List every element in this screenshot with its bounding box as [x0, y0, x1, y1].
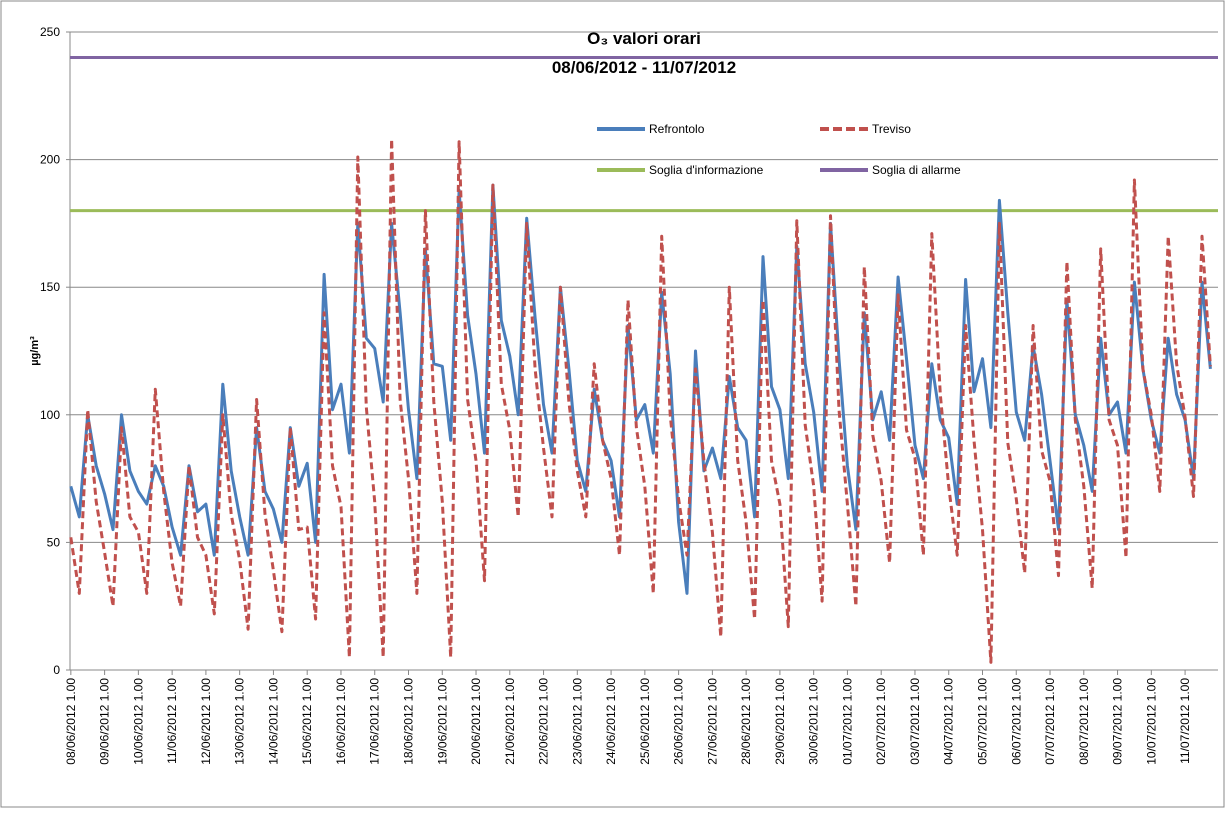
- x-tick-label: 11/06/2012 1.00: [165, 678, 179, 764]
- chart-subtitle: 08/06/2012 - 11/07/2012: [552, 58, 736, 77]
- x-tick-label: 18/06/2012 1.00: [401, 678, 415, 765]
- x-tick-label: 17/06/2012 1.00: [368, 678, 382, 765]
- x-tick-label: 12/06/2012 1.00: [199, 678, 213, 765]
- x-tick-label: 24/06/2012 1.00: [604, 678, 618, 765]
- x-tick-label: 09/07/2012 1.00: [1111, 678, 1125, 765]
- x-tick-label: 07/07/2012 1.00: [1043, 678, 1057, 765]
- x-tick-label: 20/06/2012 1.00: [469, 678, 483, 765]
- x-tick-label: 29/06/2012 1.00: [773, 678, 787, 765]
- x-tick-label: 25/06/2012 1.00: [638, 678, 652, 765]
- x-tick-label: 10/06/2012 1.00: [131, 678, 145, 765]
- x-tick-label: 09/06/2012 1.00: [98, 678, 112, 765]
- x-tick-label: 23/06/2012 1.00: [570, 678, 584, 765]
- x-tick-label: 06/07/2012 1.00: [1009, 678, 1023, 765]
- chart-title: O₃ valori orari: [587, 29, 701, 48]
- legend-label: Treviso: [872, 122, 911, 136]
- x-tick-label: 21/06/2012 1.00: [503, 678, 517, 765]
- y-tick-label: 250: [40, 25, 60, 39]
- x-tick-label: 08/07/2012 1.00: [1077, 678, 1091, 765]
- x-tick-label: 10/07/2012 1.00: [1144, 678, 1158, 765]
- y-tick-label: 100: [40, 408, 60, 422]
- legend-label: Soglia di allarme: [872, 163, 961, 177]
- x-tick-label: 19/06/2012 1.00: [435, 678, 449, 765]
- data-line: [69, 137, 1212, 664]
- x-tick-label: 03/07/2012 1.00: [908, 678, 922, 765]
- x-tick-label: 27/06/2012 1.00: [705, 678, 719, 765]
- x-tick-label: 08/06/2012 1.00: [64, 678, 78, 765]
- x-tick-label: 13/06/2012 1.00: [233, 678, 247, 765]
- y-tick-label: 150: [40, 280, 60, 294]
- x-tick-label: 15/06/2012 1.00: [300, 678, 314, 765]
- x-tick-label: 16/06/2012 1.00: [334, 678, 348, 765]
- x-tick-label: 28/06/2012 1.00: [739, 678, 753, 765]
- y-tick-label: 200: [40, 153, 60, 167]
- legend-label: Soglia d'informazione: [649, 163, 764, 177]
- x-tick-label: 22/06/2012 1.00: [537, 678, 551, 765]
- y-tick-label: 0: [53, 663, 60, 677]
- x-tick-label: 26/06/2012 1.00: [672, 678, 686, 765]
- x-tick-label: 02/07/2012 1.00: [874, 678, 888, 765]
- x-tick-label: 01/07/2012 1.00: [840, 678, 854, 765]
- y-axis-label: µg/m³: [29, 336, 41, 366]
- x-tick-label: 14/06/2012 1.00: [266, 678, 280, 765]
- x-tick-label: 30/06/2012 1.00: [807, 678, 821, 765]
- x-tick-label: 11/07/2012 1.00: [1178, 678, 1192, 764]
- x-tick-label: 05/07/2012 1.00: [975, 678, 989, 765]
- legend-label: Refrontolo: [649, 122, 705, 136]
- y-tick-label: 50: [47, 535, 61, 549]
- x-tick-label: 04/07/2012 1.00: [942, 678, 956, 765]
